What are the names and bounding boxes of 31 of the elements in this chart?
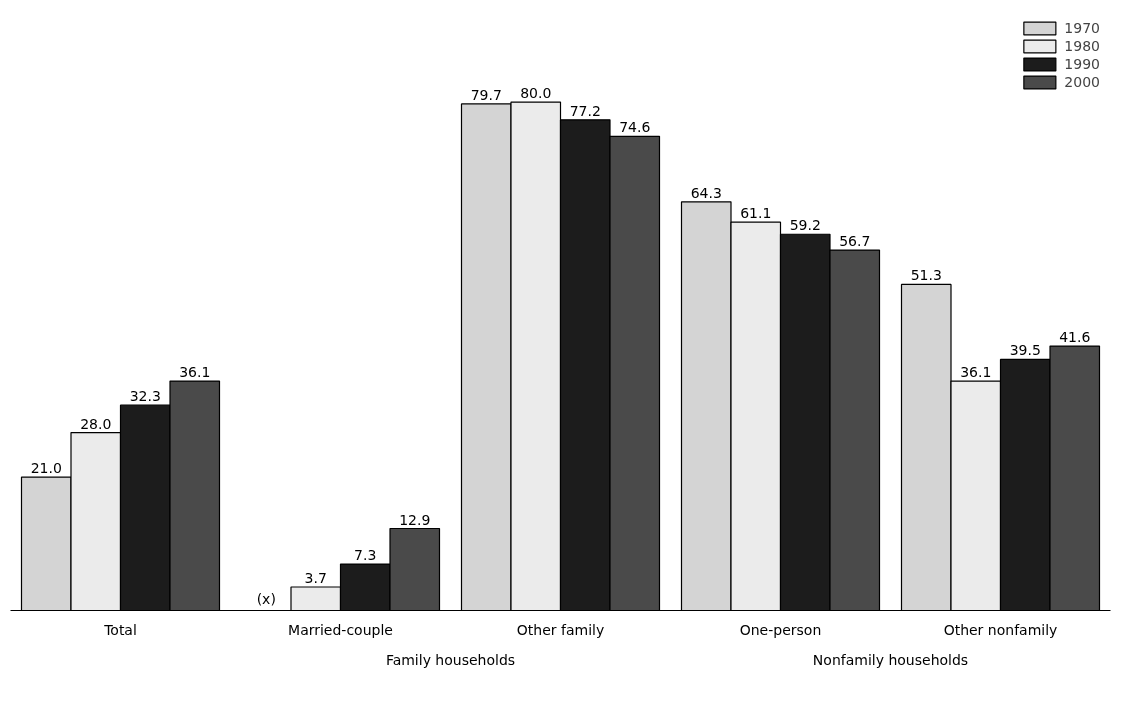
data-label: 7.3 xyxy=(354,547,377,564)
x-tick-label: Married-couple xyxy=(288,621,393,638)
data-label: 56.7 xyxy=(839,233,871,250)
data-label: 21.0 xyxy=(30,460,62,477)
legend-label: 1970 xyxy=(1064,20,1100,36)
data-label: 80.0 xyxy=(520,85,552,102)
data-label: 39.5 xyxy=(1009,342,1041,359)
text: Nonfamily households xyxy=(812,651,969,668)
data-label: 64.3 xyxy=(690,184,722,201)
text: Family households xyxy=(385,651,516,668)
data-label: 28.0 xyxy=(80,415,112,432)
text: (x) xyxy=(256,590,276,607)
x-tick-label: Other nonfamily xyxy=(943,621,1058,638)
data-label: 32.3 xyxy=(129,388,161,405)
data-label: 51.3 xyxy=(910,267,942,284)
legend-label: 2000 xyxy=(1064,74,1100,90)
legend-label: 1990 xyxy=(1064,56,1100,72)
data-label: 36.1 xyxy=(960,364,992,381)
data-label: 79.7 xyxy=(470,86,502,103)
data-label: 12.9 xyxy=(399,511,431,528)
data-label: 3.7 xyxy=(304,569,327,586)
data-label: 36.1 xyxy=(179,364,211,381)
data-label: 59.2 xyxy=(789,217,821,234)
x-tick-label: Other family xyxy=(516,621,605,638)
x-tick-label: Total xyxy=(103,621,137,638)
data-label: 74.6 xyxy=(619,119,651,136)
data-label: 61.1 xyxy=(740,205,772,222)
legend-label: 1980 xyxy=(1064,38,1100,54)
data-label: 77.2 xyxy=(569,102,601,119)
data-label: 41.6 xyxy=(1059,329,1091,346)
x-tick-label: One-person xyxy=(739,621,822,638)
